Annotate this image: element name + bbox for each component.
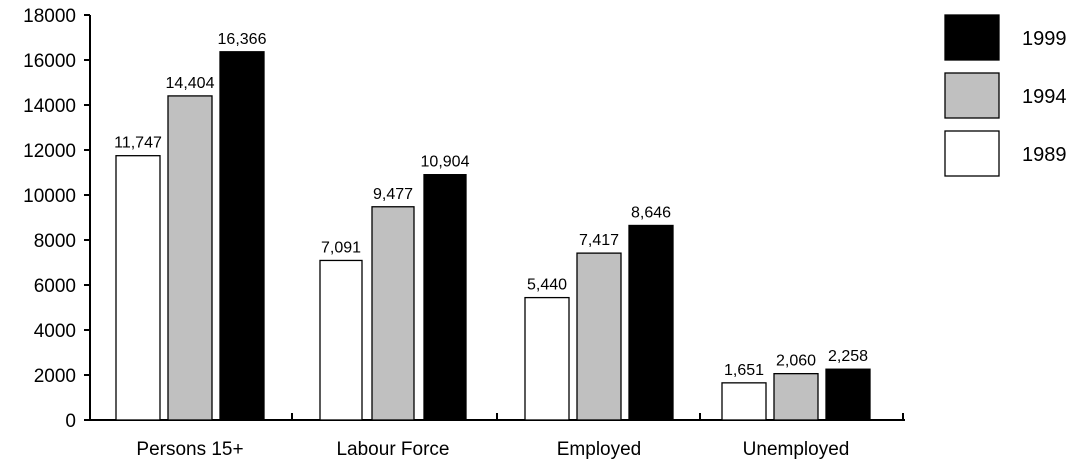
y-tick-label: 14000 (23, 96, 76, 117)
data-label: 7,091 (321, 239, 361, 256)
legend-label-1989: 1989 (1022, 144, 1067, 166)
chart-axes: 0 2000 4000 6000 8000 10000 12000 14000 16000 180… (23, 6, 905, 460)
bar-1999-3 (825, 368, 871, 421)
data-label: 9,477 (373, 186, 413, 203)
data-label: 16,366 (218, 31, 267, 48)
data-label: 10,904 (421, 154, 470, 171)
chart-legend: 1999 1994 1989 (944, 14, 1067, 177)
data-label: 11,747 (114, 135, 162, 152)
y-tick-label: 12000 (23, 141, 76, 162)
bar-1994-3 (773, 372, 819, 421)
bar-1999-1 (423, 174, 467, 421)
y-tick-label: 0 (65, 411, 76, 432)
y-tick-label: 4000 (34, 321, 76, 342)
chart-bars: 11,747 14,404 16,366 7,091 9,477 10,904 5,440 7… (114, 31, 871, 421)
category-label: Unemployed (743, 439, 850, 460)
bar-1994-0 (167, 95, 213, 421)
legend-label-1999: 1999 (1022, 28, 1067, 50)
legend-swatch-1999 (944, 14, 1000, 61)
y-tick-label: 6000 (34, 276, 76, 297)
legend-label-1994: 1994 (1022, 86, 1067, 108)
y-tick-label: 10000 (23, 186, 76, 207)
data-label: 2,060 (776, 353, 816, 370)
y-tick-label: 2000 (34, 366, 76, 387)
bar-1989-0 (115, 155, 161, 421)
category-label: Persons 15+ (136, 439, 243, 460)
y-tick-label: 8000 (34, 231, 76, 252)
legend-swatch-1989 (944, 130, 1000, 177)
data-label: 7,417 (579, 232, 619, 249)
category-label: Labour Force (336, 439, 449, 460)
bar-1999-2 (628, 224, 674, 421)
data-label: 14,404 (166, 75, 215, 92)
y-tick-label: 18000 (23, 6, 76, 27)
bar-1989-1 (319, 259, 363, 421)
data-label: 8,646 (631, 204, 671, 221)
bar-1994-1 (371, 206, 415, 421)
bar-1999-0 (219, 51, 265, 421)
bar-1989-3 (721, 382, 767, 421)
data-label: 2,258 (828, 348, 868, 365)
data-label: 5,440 (527, 277, 567, 294)
legend-swatch-1994 (944, 72, 1000, 119)
data-label: 1,651 (724, 362, 764, 379)
y-tick-label: 16000 (23, 51, 76, 72)
bar-1989-2 (524, 296, 570, 421)
category-label: Employed (557, 439, 642, 460)
bar-1994-2 (576, 252, 622, 421)
